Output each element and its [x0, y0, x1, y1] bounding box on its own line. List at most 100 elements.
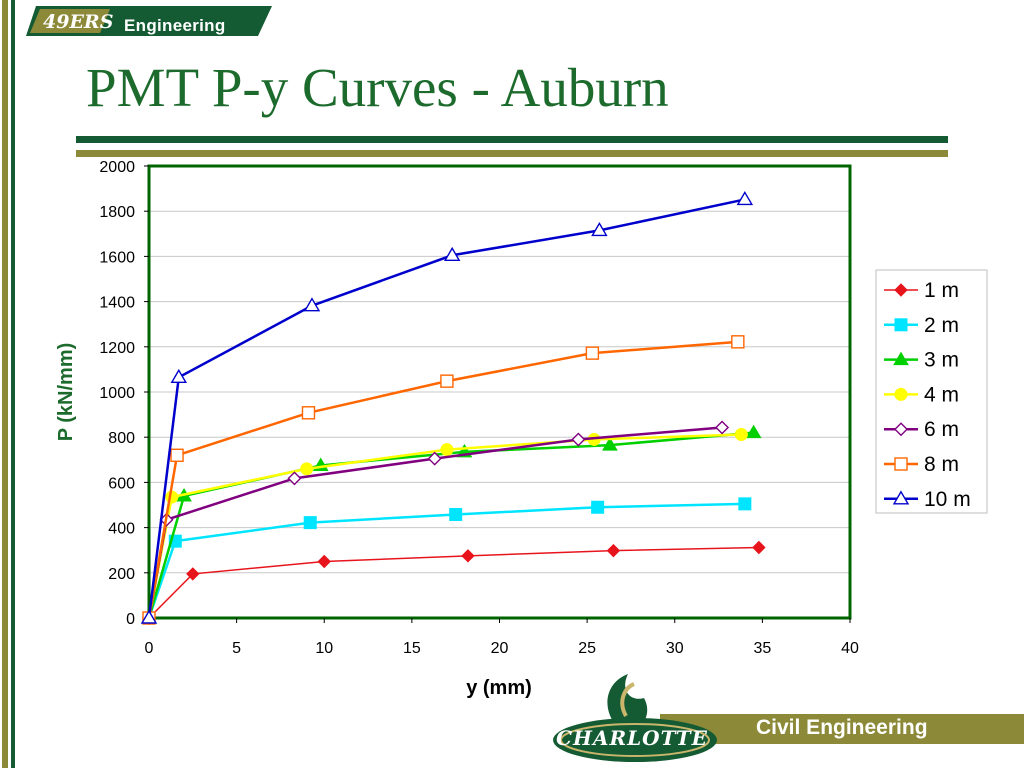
series-line-3-m — [147, 431, 754, 619]
x-tick-label-25: 25 — [578, 640, 596, 657]
legend-marker-1-m — [894, 283, 908, 297]
data-point-3-m-5 — [745, 424, 762, 439]
series-line-2-m — [147, 502, 745, 619]
series-line-1-m — [148, 546, 759, 619]
legend-label-10-m: 10 m — [924, 488, 971, 511]
data-point-8-m-2 — [301, 406, 316, 420]
data-point-10-m-5 — [736, 191, 754, 206]
y-tick-label-800: 800 — [108, 430, 135, 447]
data-point-2-m-5 — [738, 497, 752, 511]
legend-label-1-m: 1 m — [924, 279, 959, 302]
series-1-m — [142, 540, 766, 625]
y-tick-label-200: 200 — [108, 566, 135, 583]
niner-logo-icon — [553, 674, 717, 762]
legend-marker-2-m — [894, 318, 908, 332]
y-tick-label-600: 600 — [108, 475, 135, 492]
data-point-8-m-1 — [170, 448, 184, 462]
data-point-1-m-2 — [317, 554, 331, 569]
x-tick-label-15: 15 — [403, 640, 421, 657]
legend-item-6-m: 6 m — [884, 418, 959, 441]
x-tick-label-20: 20 — [491, 640, 509, 657]
y-axis-label: P (kN/mm) — [55, 343, 77, 442]
legend-marker-8-m — [894, 457, 908, 471]
data-point-10-m-2 — [303, 297, 321, 312]
logo-banner: 49ERS — [26, 6, 272, 36]
legend-label-2-m: 2 m — [924, 314, 959, 337]
legend-label-4-m: 4 m — [924, 383, 959, 406]
y-tick-label-400: 400 — [108, 521, 135, 538]
legend-marker-4-m — [894, 387, 908, 401]
data-point-2-m-3 — [449, 507, 463, 521]
charlotte-wordmark: CHARLOTTE — [556, 726, 708, 750]
data-point-1-m-5 — [752, 540, 766, 555]
data-point-4-m-5 — [734, 427, 748, 441]
x-axis-label: y (mm) — [466, 677, 532, 699]
data-point-6-m-3 — [427, 451, 442, 466]
data-point-4-m-2 — [300, 462, 314, 476]
y-tick-label-1400: 1400 — [99, 295, 135, 312]
series-line-4-m — [147, 433, 742, 619]
series-line-8-m — [147, 340, 738, 619]
legend-box — [875, 269, 988, 514]
x-tick-label-40: 40 — [841, 640, 859, 657]
legend-item-1-m: 1 m — [884, 279, 959, 302]
series-8-m — [142, 335, 745, 625]
series-2-m — [142, 497, 752, 625]
title-rule-green — [76, 136, 948, 143]
data-point-8-m-5 — [731, 335, 745, 349]
data-point-10-m-4 — [591, 222, 608, 237]
title-rule-olive — [76, 150, 948, 157]
footer-department: Civil Engineering — [756, 716, 928, 739]
page-title: PMT P-y Curves - Auburn — [86, 57, 669, 118]
legend-marker-10-m — [892, 490, 910, 505]
legend-item-3-m: 3 m — [884, 349, 959, 372]
y-tick-label-1600: 1600 — [99, 249, 135, 266]
data-point-10-m-1 — [170, 368, 188, 384]
data-point-10-m-3 — [443, 246, 461, 261]
series-group — [140, 191, 766, 625]
legend-item-2-m: 2 m — [884, 314, 959, 337]
data-point-8-m-4 — [585, 346, 600, 360]
x-tick-label-5: 5 — [232, 640, 241, 657]
data-point-1-m-3 — [461, 549, 475, 563]
y-tick-label-1800: 1800 — [99, 204, 135, 221]
y-tick-label-1000: 1000 — [99, 385, 135, 402]
footer-band — [660, 714, 1024, 744]
x-tick-label-30: 30 — [666, 640, 684, 657]
data-point-1-m-4 — [606, 543, 621, 558]
legend-item-4-m: 4 m — [884, 383, 959, 406]
data-point-2-m-4 — [591, 500, 605, 514]
data-point-6-m-2 — [287, 471, 302, 486]
legend-item-10-m: 10 m — [884, 488, 971, 511]
x-tick-label-10: 10 — [315, 640, 333, 657]
left-stripe-green — [11, 0, 15, 768]
logo-label: Engineering — [124, 16, 226, 35]
chart-legend: 1 m 2 m 3 m 4 m 6 m 8 m 10 m — [875, 269, 988, 514]
data-point-4-m-3 — [440, 443, 454, 457]
data-point-2-m-2 — [303, 516, 317, 530]
data-point-1-m-1 — [186, 567, 200, 581]
logo-badge: 49ERS — [43, 11, 113, 33]
data-point-3-m-4 — [602, 437, 618, 451]
gridlines — [149, 210, 850, 574]
legend-marker-6-m — [894, 422, 908, 437]
legend-label-6-m: 6 m — [924, 418, 959, 441]
axis-ticks: 0 200 400 600 800 1000 1200 1400 1600 1800 2000 0 5 1… — [99, 159, 859, 657]
legend-item-8-m: 8 m — [884, 453, 959, 476]
x-tick-label-35: 35 — [753, 640, 771, 657]
data-point-8-m-3 — [440, 374, 454, 388]
y-tick-label-2000: 2000 — [99, 159, 135, 176]
series-line-10-m — [147, 198, 746, 619]
x-tick-label-0: 0 — [145, 640, 154, 657]
legend-label-3-m: 3 m — [924, 349, 959, 372]
y-tick-label-1200: 1200 — [99, 340, 135, 357]
series-10-m — [140, 191, 754, 624]
legend-label-8-m: 8 m — [924, 453, 959, 476]
legend-marker-3-m — [893, 351, 909, 366]
data-point-10-m-0 — [140, 609, 158, 624]
data-point-6-m-5 — [715, 420, 730, 435]
y-tick-label-0: 0 — [126, 611, 135, 628]
engineering-logo: 49ERS — [26, 4, 276, 43]
data-point-6-m-4 — [571, 432, 586, 447]
